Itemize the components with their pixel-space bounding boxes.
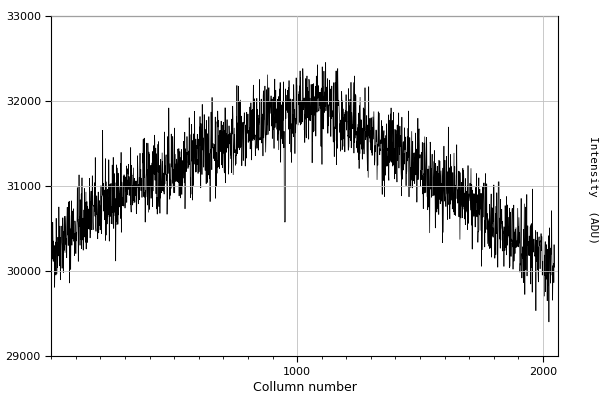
Text: Intensity  (ADU): Intensity (ADU)	[588, 136, 598, 244]
X-axis label: Collumn number: Collumn number	[253, 381, 356, 394]
